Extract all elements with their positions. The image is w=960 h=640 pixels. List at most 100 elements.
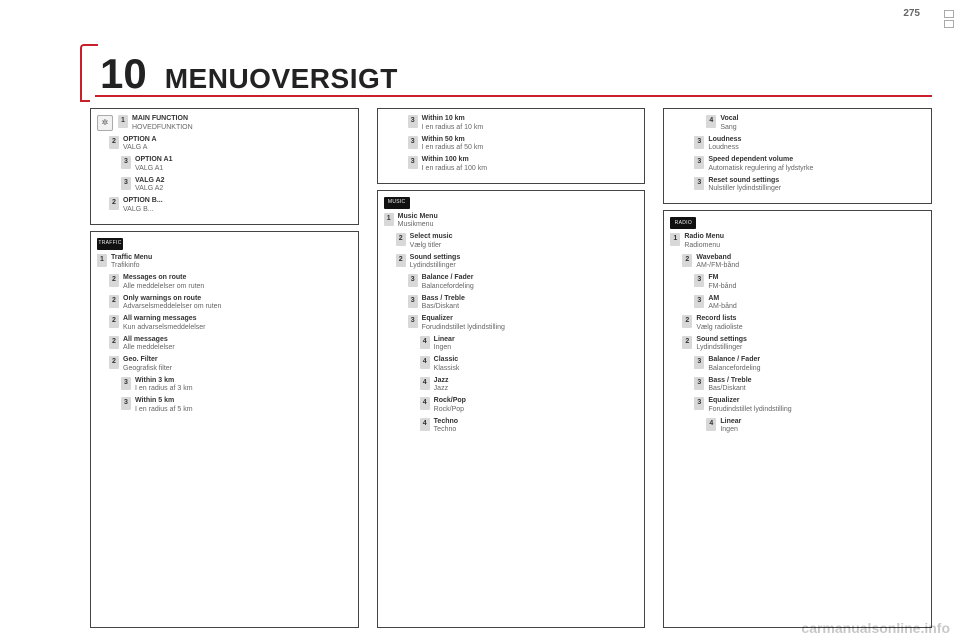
- menu-row: 2Sound settingsLydindstillinger: [396, 254, 639, 272]
- level-badge: 3: [694, 397, 704, 410]
- menu-row: 3 Within 3 kmI en radius af 3 km: [121, 377, 352, 395]
- label-en: Radio Menu: [684, 233, 724, 242]
- page-title: MENUOVERSIGT: [165, 63, 398, 95]
- category-tab: RADIO: [670, 217, 696, 229]
- row-labels: Balance / FaderBalancefordeling: [708, 356, 760, 374]
- level-badge: 3: [408, 274, 418, 287]
- label-da: I en radius af 50 km: [422, 144, 483, 153]
- label-en: Rock/Pop: [434, 397, 466, 406]
- level-badge: 3: [694, 136, 704, 149]
- label-da: Balancefordeling: [708, 365, 760, 374]
- menu-row: 3 EqualizerForudindstillet lydindstilling: [694, 397, 925, 415]
- label-en: Select music: [410, 233, 453, 242]
- row-labels: Reset sound settingsNulstiller lydindsti…: [708, 177, 781, 195]
- label-da: Kun advarselsmeddelelser: [123, 324, 206, 333]
- label-en: Loudness: [708, 136, 741, 145]
- row-labels: Select musicVælg titler: [410, 233, 453, 251]
- row-labels: Geo. FilterGeografisk filter: [123, 356, 172, 374]
- label-da: Loudness: [708, 144, 741, 153]
- label-da: VALG A: [123, 144, 157, 153]
- label-da: Sang: [720, 124, 738, 133]
- row-labels: Radio MenuRadiomenu: [684, 233, 724, 251]
- row-labels: Within 100 kmI en radius af 100 km: [422, 156, 487, 174]
- menu-row: 2OPTION AVALG A: [109, 136, 352, 154]
- level-badge: 2: [109, 274, 119, 287]
- label-da: Techno: [434, 426, 458, 435]
- level-badge: 3: [121, 397, 131, 410]
- level-badge: 1: [97, 254, 107, 267]
- row-labels: Bass / TrebleBas/Diskant: [422, 295, 465, 313]
- label-en: VALG A2: [135, 177, 165, 186]
- label-en: Geo. Filter: [123, 356, 172, 365]
- menu-row: 3Within 50 kmI en radius af 50 km: [408, 136, 639, 154]
- label-en: Waveband: [696, 254, 739, 263]
- label-en: Within 100 km: [422, 156, 487, 165]
- row-labels: TechnoTechno: [434, 418, 458, 436]
- menu-row: 4 TechnoTechno: [420, 418, 639, 436]
- menu-row: 3 Balance / FaderBalancefordeling: [408, 274, 639, 292]
- level-badge: 3: [408, 156, 418, 169]
- label-da: Vælg titler: [410, 242, 453, 251]
- level-badge: 2: [682, 336, 692, 349]
- menu-row: 3 LoudnessLoudness: [694, 136, 925, 154]
- label-da: AM-bånd: [708, 303, 736, 312]
- label-da: I en radius af 5 km: [135, 406, 193, 415]
- menu-row: 3FMFM-bånd: [694, 274, 925, 292]
- label-en: Within 10 km: [422, 115, 483, 124]
- row-labels: Balance / FaderBalancefordeling: [422, 274, 474, 292]
- row-labels: Speed dependent volumeAutomatisk reguler…: [708, 156, 813, 174]
- label-en: Speed dependent volume: [708, 156, 813, 165]
- label-da: Rock/Pop: [434, 406, 466, 415]
- column-1: ✲1MAIN FUNCTIONHOVEDFUNKTION 2OPTION AVAL…: [90, 108, 359, 628]
- label-da: Ingen: [434, 344, 455, 353]
- menu-row: 2All warning messagesKun advarselsmeddel…: [109, 315, 352, 333]
- title-bar: 10 MENUOVERSIGT: [100, 50, 930, 98]
- row-labels: VALG A2VALG A2: [135, 177, 165, 195]
- level-badge: 2: [109, 336, 119, 349]
- row-labels: ClassicKlassisk: [434, 356, 460, 374]
- row-labels: Record listsVælg radioliste: [696, 315, 742, 333]
- menu-row: 4Rock/PopRock/Pop: [420, 397, 639, 415]
- level-badge: 3: [694, 295, 704, 308]
- row-labels: OPTION A1VALG A1: [135, 156, 172, 174]
- level-badge: 3: [694, 177, 704, 190]
- level-badge: 2: [682, 315, 692, 328]
- menu-row: 3Within 10 kmI en radius af 10 km: [408, 115, 639, 133]
- label-da: Balancefordeling: [422, 283, 474, 292]
- level-badge: 1: [118, 115, 128, 128]
- title-corner: [80, 44, 98, 100]
- label-da: Geografisk filter: [123, 365, 172, 374]
- label-da: Musikmenu: [398, 221, 438, 230]
- side-tab: [944, 10, 954, 18]
- row-labels: Within 3 kmI en radius af 3 km: [135, 377, 193, 395]
- menu-row: 3 Reset sound settingsNulstiller lydindst…: [694, 177, 925, 195]
- panel-header: ✲1MAIN FUNCTIONHOVEDFUNKTION: [97, 115, 352, 133]
- label-en: Record lists: [696, 315, 742, 324]
- label-en: Messages on route: [123, 274, 204, 283]
- level-badge: 3: [694, 274, 704, 287]
- level-badge: 4: [420, 418, 430, 431]
- label-da: Alle meddelelser om ruten: [123, 283, 204, 292]
- row-labels: All warning messagesKun advarselsmeddele…: [123, 315, 206, 333]
- menu-row: 3 Within 100 kmI en radius af 100 km: [408, 156, 639, 174]
- menu-row: 2OPTION B...VALG B...: [109, 197, 352, 215]
- label-en: Equalizer: [708, 397, 791, 406]
- label-da: Klassisk: [434, 365, 460, 374]
- label-da: Trafikinfo: [111, 262, 152, 271]
- label-da: Lydindstillinger: [696, 344, 747, 353]
- level-badge: 1: [670, 233, 680, 246]
- label-en: Sound settings: [696, 336, 747, 345]
- label-da: Vælg radioliste: [696, 324, 742, 333]
- level-badge: 2: [109, 295, 119, 308]
- label-da: Lydindstillinger: [410, 262, 461, 271]
- level-badge: 3: [121, 377, 131, 390]
- menu-row: 3 Bass / TrebleBas/Diskant: [408, 295, 639, 313]
- panel-radio: RADIO1Radio MenuRadiomenu2WavebandAM-/FM…: [663, 210, 932, 628]
- menu-row: 2All messagesAlle meddelelser: [109, 336, 352, 354]
- label-da: Forudindstillet lydindstilling: [708, 406, 791, 415]
- row-labels: LinearIngen: [720, 418, 741, 436]
- menu-row: 2 Record listsVælg radioliste: [682, 315, 925, 333]
- level-badge: 3: [408, 295, 418, 308]
- panel-sound-cont: 4VocalSang3LoudnessLoudness3Speed depend…: [663, 108, 932, 204]
- level-badge: 3: [408, 315, 418, 328]
